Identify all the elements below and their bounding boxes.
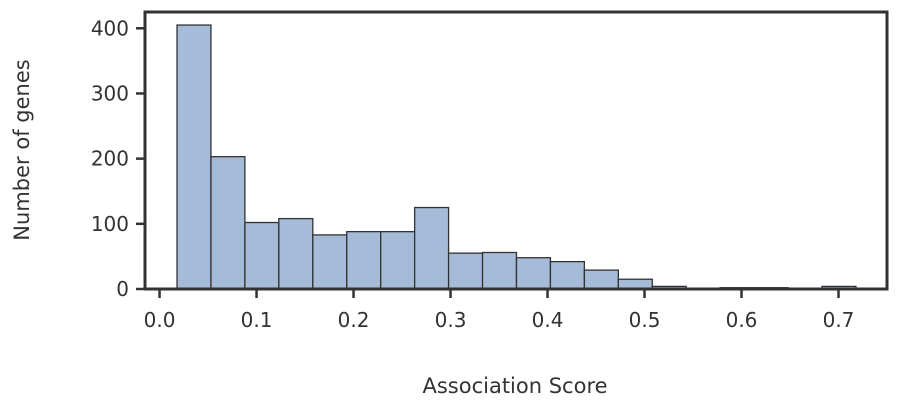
- y-tick-label: 400: [91, 16, 129, 40]
- y-tick-label: 100: [91, 212, 129, 236]
- x-tick-label: 0.0: [144, 308, 176, 332]
- histogram-bar-12: [549, 260, 586, 290]
- histogram-bar-13: [583, 269, 619, 290]
- histogram-bar-11: [515, 257, 552, 290]
- y-tick-label: 200: [91, 147, 129, 171]
- histogram-bar-2: [210, 156, 246, 290]
- x-tick-label: 0.5: [629, 308, 661, 332]
- x-axis-label: Association Score: [422, 374, 607, 398]
- x-tick-label: 0.7: [823, 308, 855, 332]
- histogram-bar-6: [346, 230, 382, 290]
- histogram-bar-8: [413, 206, 450, 290]
- x-tick-label: 0.4: [532, 308, 564, 332]
- plot-frame: [143, 10, 889, 291]
- y-tick-label: 0: [116, 277, 129, 301]
- histogram-bar-9: [447, 252, 484, 290]
- x-tick-label: 0.6: [726, 308, 758, 332]
- x-tick-label: 0.2: [338, 308, 370, 332]
- y-axis-label: Number of genes: [10, 59, 34, 240]
- x-tick-label: 0.3: [435, 308, 467, 332]
- histogram-bar-1: [176, 24, 212, 290]
- y-axis-ticks: 0 100 200 300 400: [91, 16, 145, 301]
- histogram-bar-3: [244, 221, 280, 290]
- histogram-bar-7: [380, 230, 416, 290]
- histogram-bar-10: [481, 251, 518, 290]
- histogram-bar-4: [278, 217, 314, 290]
- x-axis-ticks: 0.0 0.1 0.2 0.3 0.4 0.5 0.6 0.7: [144, 289, 855, 332]
- histogram-bars: [176, 24, 857, 290]
- x-tick-label: 0.1: [241, 308, 273, 332]
- y-tick-label: 300: [91, 81, 129, 105]
- histogram-bar-5: [312, 234, 348, 290]
